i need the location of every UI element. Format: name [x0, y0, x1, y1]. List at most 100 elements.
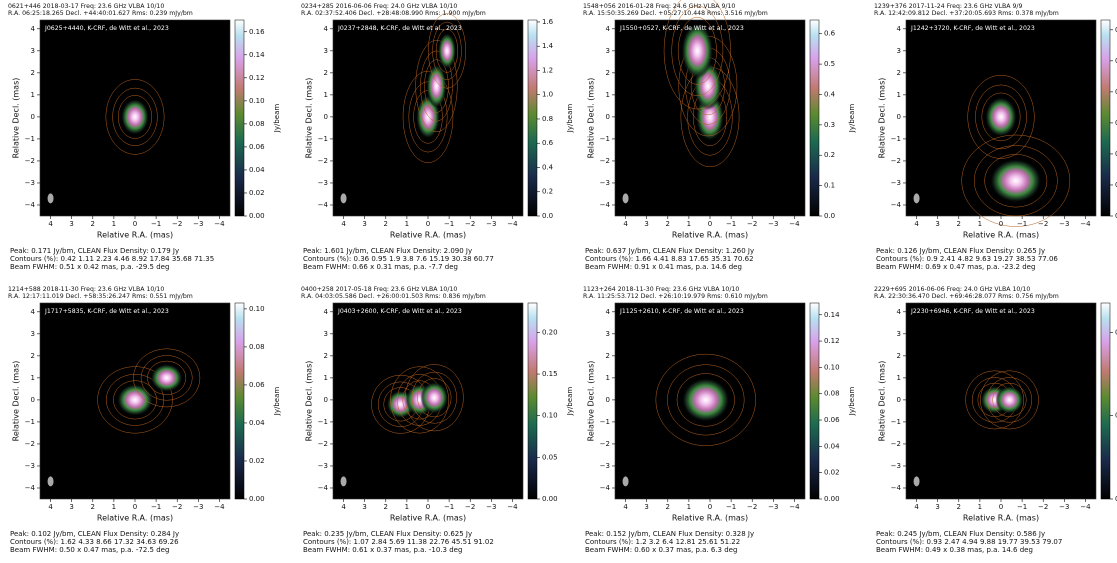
x-tick-label: 2 [384, 503, 388, 511]
footer-line: Peak: 0.171 Jy/bm, CLEAN Flux Density: 0… [10, 247, 179, 255]
x-tick-label: 2 [666, 503, 670, 511]
x-tick-label: −3 [193, 503, 203, 511]
contour [973, 145, 1058, 217]
y-tick-label: 1 [897, 374, 901, 382]
header-line: 0400+258 2017-05-18 Freq: 23.6 GHz VLBA … [301, 286, 457, 293]
contour [676, 373, 735, 427]
y-tick-label: −2 [891, 157, 901, 165]
x-tick-label: 4 [48, 503, 53, 511]
y-tick-label: −3 [318, 179, 328, 187]
colorbar-tick-label: 0.10 [1115, 412, 1117, 420]
y-tick-label: 0 [606, 113, 610, 121]
colorbar-tick-label: 0.16 [249, 28, 265, 36]
beam [622, 193, 629, 204]
colorbar-tick-label: 0.04 [824, 442, 840, 450]
y-tick-label: −1 [25, 135, 35, 143]
y-tick-label: 1 [31, 374, 35, 382]
x-tick-label: 3 [644, 503, 648, 511]
footer-line: Contours (%): 1.2 3.2 6.4 12.81 25.61 51… [585, 538, 740, 546]
colorbar-tick-label: 0.0 [542, 212, 553, 220]
y-tick-label: −3 [600, 179, 610, 187]
source [150, 363, 183, 392]
colorbar-tick-label: 0.12 [249, 74, 265, 82]
y-tick-label: 0 [324, 396, 328, 404]
y-tick-label: 4 [606, 308, 611, 316]
y-tick-label: −4 [891, 201, 902, 209]
colorbar-tick-label: 0.6 [542, 139, 554, 147]
footer-line: Contours (%): 0.42 1.11 2.23 4.46 8.92 1… [10, 255, 214, 263]
source [438, 32, 456, 69]
source [121, 98, 149, 135]
y-tick-label: 4 [324, 25, 329, 33]
contour [147, 360, 187, 395]
colorbar-tick-label: 0.06 [824, 416, 840, 424]
x-tick-label: 1 [687, 220, 691, 228]
y-axis-label: Relative Decl. (mas) [587, 78, 596, 159]
source-label: J0237+2848, K-CRF, de Witt et al., 2023 [337, 25, 462, 32]
y-axis-label: Relative Decl. (mas) [878, 78, 887, 159]
contour [404, 364, 464, 432]
colorbar-tick-label: 0.00 [1115, 212, 1117, 220]
beam [913, 476, 920, 487]
footer-line: Contours (%): 0.9 2.41 4.82 9.63 19.27 3… [876, 255, 1058, 263]
contour [655, 353, 756, 446]
colorbar-tick-label: 0.04 [1115, 150, 1117, 158]
footer-line: Peak: 0.637 Jy/bm, CLEAN Flux Density: 1… [585, 247, 754, 255]
y-tick-label: 4 [31, 308, 36, 316]
colorbar-label: Jy/beam [273, 387, 281, 417]
x-tick-label: 2 [666, 220, 670, 228]
y-tick-label: 3 [31, 47, 35, 55]
footer-line: Peak: 0.235 Jy/bm, CLEAN Flux Density: 0… [303, 530, 472, 538]
footer-line: Peak: 1.601 Jy/bm, CLEAN Flux Density: 2… [303, 247, 472, 255]
y-axis-label: Relative Decl. (mas) [305, 361, 314, 442]
colorbar-tick-label: 0.08 [824, 390, 840, 398]
colorbar-tick-label: 0.2 [542, 188, 553, 196]
header-line: 1548+056 2016-01-28 Freq: 24.6 GHz VLBA … [583, 3, 735, 10]
panel: 1239+376 2017-11-24 Freq: 23.6 GHz VLBA … [874, 3, 1117, 271]
x-tick-label: −2 [172, 503, 182, 511]
y-tick-label: 1 [324, 374, 328, 382]
x-tick-label: 3 [935, 220, 939, 228]
colorbar-tick-label: 0.1 [824, 182, 835, 190]
contour [667, 364, 745, 436]
colorbar-tick-label: 0.00 [249, 495, 265, 503]
y-tick-label: 2 [606, 352, 610, 360]
y-tick-label: −4 [600, 201, 611, 209]
y-tick-label: −1 [600, 418, 610, 426]
y-axis-label: Relative Decl. (mas) [878, 361, 887, 442]
source [681, 377, 730, 422]
contour [411, 371, 457, 424]
x-tick-label: −3 [193, 220, 203, 228]
y-tick-label: 1 [324, 91, 328, 99]
x-tick-label: −1 [1017, 220, 1027, 228]
x-axis-label: Relative R.A. (mas) [672, 514, 748, 523]
x-axis-label: Relative R.A. (mas) [97, 231, 173, 240]
y-tick-label: 2 [324, 352, 328, 360]
y-axis-label: Relative Decl. (mas) [12, 78, 21, 159]
y-tick-label: −3 [891, 462, 901, 470]
colorbar-tick-label: 0.8 [542, 115, 553, 123]
colorbar-tick-label: 1.0 [542, 91, 553, 99]
x-tick-label: 2 [384, 220, 388, 228]
header-line: 0621+446 2018-03-17 Freq: 23.6 GHz VLBA … [8, 3, 164, 10]
x-tick-label: 1 [978, 220, 982, 228]
footer-line: Beam FWHM: 0.60 x 0.37 mas, p.a. 6.3 deg [585, 546, 737, 554]
contour [975, 84, 1027, 150]
source-label: J0403+2600, K-CRF, de Witt et al., 2023 [337, 308, 462, 315]
x-tick-label: 1 [112, 503, 116, 511]
beam [47, 193, 54, 204]
footer-line: Peak: 0.126 Jy/bm, CLEAN Flux Density: 0… [876, 247, 1045, 255]
y-axis-label: Relative Decl. (mas) [587, 361, 596, 442]
y-tick-label: 2 [31, 69, 35, 77]
y-tick-label: −2 [318, 440, 328, 448]
x-tick-label: 0 [133, 503, 137, 511]
x-tick-label: 1 [687, 503, 691, 511]
source [420, 381, 449, 414]
colorbar [527, 19, 538, 217]
colorbar-label: Jy/beam [848, 104, 856, 134]
y-tick-label: 0 [324, 113, 328, 121]
x-tick-label: 4 [914, 220, 919, 228]
beam [340, 193, 347, 204]
contour [961, 134, 1071, 227]
y-tick-label: −3 [318, 462, 328, 470]
